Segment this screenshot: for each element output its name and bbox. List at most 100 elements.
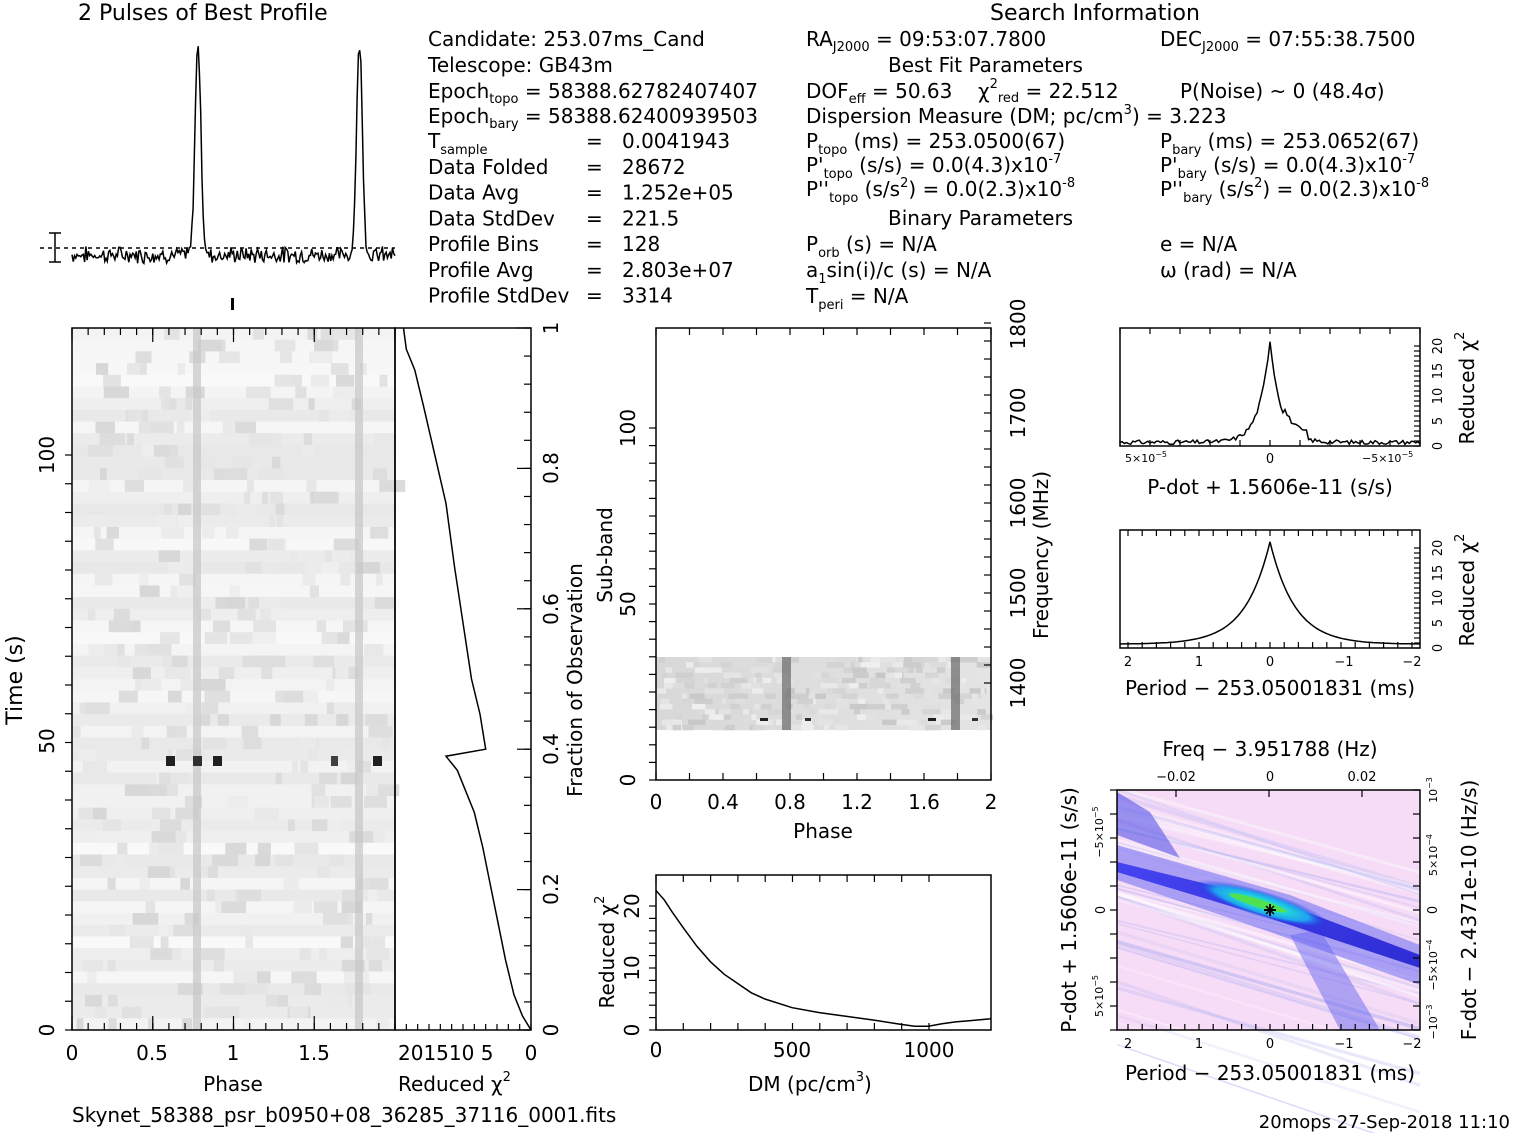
time-phase-cell: [253, 632, 277, 645]
subband-cell: [661, 719, 675, 726]
ppdot-streak: [1116, 841, 1421, 927]
time-phase-cell: [277, 994, 288, 1007]
time-phase-cell: [328, 409, 349, 422]
dm-frame: [655, 874, 992, 1031]
time-phase-cell: [129, 936, 154, 949]
subband-cell: [869, 677, 885, 684]
time-phase-cell: [303, 433, 313, 446]
time-phase-cell: [168, 562, 194, 574]
subband-cell: [860, 662, 880, 668]
time-phase-row: [72, 538, 395, 551]
time-phase-cell: [247, 480, 254, 493]
time-phase-cell: [283, 690, 307, 703]
time-phase-cell: [255, 854, 271, 867]
period-xtick-m1: −1: [1334, 655, 1353, 670]
sb-y2tick-1500: 1500: [1006, 568, 1030, 619]
time-phase-cell: [218, 667, 235, 680]
time-phase-cell: [261, 667, 273, 680]
subband-pulse-1: [782, 657, 791, 730]
subband-cell: [716, 714, 732, 720]
time-phase-cell: [151, 831, 176, 844]
time-phase-cell: [317, 866, 330, 879]
subband-cell: [900, 677, 916, 684]
time-phase-cell: [204, 690, 231, 703]
subband-cell: [827, 688, 846, 694]
ppdot-streak: [1116, 1043, 1376, 1133]
time-phase-cell: [233, 971, 257, 984]
subband-cell: [907, 667, 914, 673]
pp-x2tick-0: 0: [1266, 770, 1274, 785]
ppdot-streak: [1116, 789, 1421, 895]
time-phase-cell: [87, 445, 113, 457]
time-phase-cell: [103, 386, 129, 399]
time-phase-cell: [225, 842, 247, 855]
time-phase-row: [72, 386, 395, 399]
time-phase-cell: [124, 480, 145, 493]
time-phase-cell: [243, 737, 262, 750]
time-phase-cell: [370, 445, 388, 457]
dm-xlabel: DM (pc/cm3): [748, 1070, 872, 1096]
subband-cell: [792, 703, 807, 710]
sb-y2ticklabels: 1400 1500 1600 1700 1800: [1006, 299, 1030, 709]
subband-cell: [697, 657, 713, 663]
subband-cell: [856, 714, 866, 720]
tsample-eq: =: [586, 129, 603, 153]
time-phase-cell: [132, 667, 151, 680]
time-phase-row: [72, 877, 395, 890]
subband-cell: [704, 688, 725, 694]
time-phase-xticklabels: 0 0.5 1 1.5: [66, 1041, 330, 1065]
info-row-label: Data Avg: [428, 181, 519, 205]
time-phase-cell: [270, 714, 281, 727]
time-phase-cell: [254, 971, 271, 984]
subband-cell: [798, 688, 815, 694]
subband-cell: [772, 667, 789, 673]
sb-yticklabels: 0 50 100: [616, 409, 640, 786]
time-phase-cell: [381, 737, 391, 750]
subband-cell: [807, 709, 816, 715]
time-phase-cell: [96, 363, 109, 376]
time-phase-cell: [78, 749, 96, 762]
time-phase-cell: [117, 842, 128, 855]
time-phase-row: [72, 784, 395, 797]
time-phase-cell: [198, 608, 211, 621]
time-phase-cell: [116, 854, 127, 867]
subband-cell: [980, 688, 985, 694]
profile-plot: [40, 46, 396, 310]
time-phase-cell: [246, 386, 271, 399]
time-phase-cell: [365, 714, 388, 727]
info-row-label: Data StdDev: [428, 206, 555, 230]
ppdot-streak: [1116, 805, 1421, 896]
dof-line: DOFeff = 50.63: [806, 79, 952, 107]
period-ylabel: Reduced χ2: [1453, 534, 1479, 647]
subband-cell: [689, 693, 705, 699]
subband-cell: [880, 657, 896, 663]
ppdot-ticks: [1110, 789, 1420, 1031]
info-row-value: 1.252e+05: [622, 181, 734, 205]
pp-y2tick-m5e4: −5×10−4: [1425, 939, 1440, 990]
ppdot-streak: [1116, 942, 1421, 1039]
time-phase-cell: [331, 339, 339, 352]
dm-ticks: [649, 875, 930, 1031]
subband-cell: [754, 703, 760, 710]
time-phase-cell: [364, 796, 387, 808]
time-phase-row: [72, 866, 395, 879]
cf-xlabel: Reduced χ2: [398, 1070, 511, 1096]
time-phase-cell: [245, 936, 253, 949]
subband-cell: [912, 657, 932, 663]
subband-cell: [930, 662, 947, 668]
subband-cell: [676, 714, 682, 720]
candidate-line: Candidate: 253.07ms_Cand: [428, 27, 705, 51]
subband-cell: [835, 703, 849, 710]
subband-cell: [683, 724, 694, 731]
subband-cell: [823, 677, 838, 684]
time-phase-cell: [379, 480, 406, 493]
pp-xtick-m1: −1: [1334, 1037, 1353, 1052]
subband-cell: [834, 724, 848, 731]
pdot-xtick-pos: 5×10−5: [1125, 450, 1167, 465]
time-phase-cell: [160, 936, 169, 949]
time-phase-cell: [87, 971, 97, 984]
subband-cell: [675, 672, 694, 679]
dec-line: DECJ2000 = 07:55:38.7500: [1160, 27, 1416, 55]
subband-cell: [687, 719, 706, 726]
time-phase-cell: [368, 725, 393, 738]
